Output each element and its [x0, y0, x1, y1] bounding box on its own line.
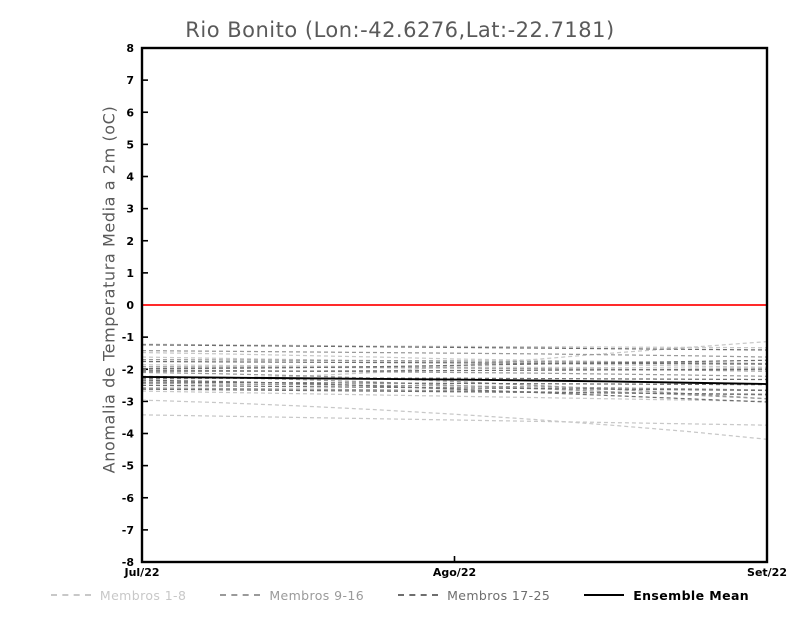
member-line	[141, 343, 768, 349]
y-axis-tick-label: -3	[122, 395, 134, 408]
x-axis-tick-label: Set/22	[747, 566, 787, 579]
legend-entry: Membros 9-16	[220, 588, 364, 603]
member-line	[141, 358, 768, 365]
y-axis-tick-label: -4	[122, 428, 135, 441]
y-axis-tick-label: 6	[126, 106, 134, 119]
member-line	[141, 379, 768, 403]
legend-label: Ensemble Mean	[633, 587, 750, 603]
x-axis-tick-label: Ago/22	[433, 566, 476, 579]
ensemble-mean-line	[141, 376, 768, 385]
member-line	[141, 390, 768, 402]
member-line	[141, 382, 768, 391]
legend-entry: Membros 1-8	[50, 587, 187, 603]
y-axis-tick-label: 0	[126, 299, 134, 312]
plot-frame	[140, 46, 769, 564]
legend-swatch-4	[584, 594, 625, 596]
y-axis-tick-label: 8	[126, 42, 134, 55]
member-line	[141, 360, 768, 365]
chart-legend: Membros 1-8 Membros 9-16 Membros 17-25 Ense…	[0, 584, 800, 606]
y-axis-tick-label: 3	[126, 203, 134, 216]
member-line	[141, 344, 768, 351]
member-line	[142, 368, 768, 372]
y-axis-tick-label: -1	[122, 331, 134, 344]
y-axis-tick-label: 7	[126, 74, 134, 87]
y-axis-tick-label: 2	[126, 235, 134, 248]
member-line	[141, 384, 768, 392]
member-line	[141, 414, 768, 426]
member-line	[141, 359, 768, 370]
member-line	[141, 399, 768, 440]
legend-label: Membros 9-16	[269, 587, 365, 603]
legend-entry: Ensemble Mean	[584, 588, 749, 603]
member-line	[141, 349, 768, 358]
y-axis-tick-label: 5	[126, 138, 134, 151]
member-line	[141, 364, 768, 369]
page-title: Rio Bonito (Lon:-42.6276,Lat:-22.7181)	[185, 18, 615, 42]
legend-swatch-3	[398, 594, 439, 596]
x-axis-tick-label: Jul/22	[123, 566, 159, 579]
y-axis-tick-label: -7	[122, 524, 134, 537]
legend-label: Membros 1-8	[99, 587, 187, 603]
member-line	[141, 369, 768, 377]
y-axis-tick-label: -6	[122, 492, 135, 505]
member-line	[141, 388, 768, 395]
member-line	[141, 387, 768, 396]
legend-entry: Membros 17-25	[398, 588, 550, 603]
y-axis-tick-label: 1	[126, 267, 134, 280]
member-line	[141, 371, 768, 400]
y-axis-tick-label: -2	[122, 363, 134, 376]
legend-swatch-2	[220, 594, 261, 596]
legend-swatch-1	[50, 594, 91, 596]
member-line	[142, 377, 768, 381]
y-axis-tick-label: 4	[126, 171, 134, 184]
member-line	[141, 356, 768, 368]
member-line	[141, 381, 768, 386]
y-axis-tick-label: -5	[122, 460, 134, 473]
y-axis-tick-label: -8	[122, 556, 134, 569]
legend-label: Membros 17-25	[447, 587, 551, 603]
